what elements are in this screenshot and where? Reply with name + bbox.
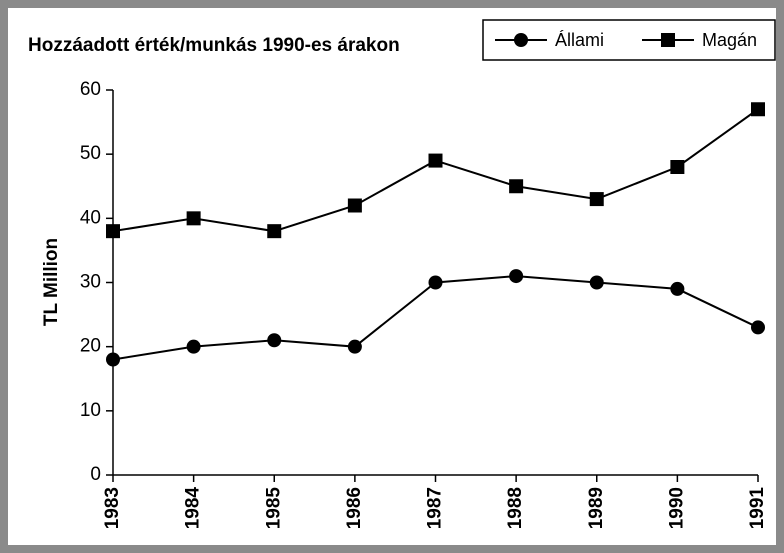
- point: [670, 281, 685, 296]
- point: [509, 269, 524, 284]
- y-tick-label: 30: [80, 272, 101, 293]
- point: [186, 211, 201, 226]
- point: [751, 320, 765, 335]
- y-axis-label: TL Million: [41, 238, 62, 326]
- legend-marker: [514, 33, 528, 47]
- x-tick-label: 1990: [666, 487, 687, 529]
- point: [589, 275, 604, 290]
- y-tick-label: 20: [80, 336, 101, 357]
- point: [347, 198, 362, 213]
- point: [267, 224, 282, 239]
- point: [428, 153, 443, 168]
- x-tick-label: 1988: [505, 487, 526, 529]
- x-tick-label: 1983: [102, 487, 123, 529]
- y-tick-label: 10: [80, 400, 101, 421]
- point: [751, 102, 765, 117]
- point: [347, 339, 362, 354]
- x-tick-label: 1984: [183, 487, 204, 530]
- point: [106, 224, 120, 239]
- x-tick-label: 1987: [425, 487, 446, 529]
- point: [670, 160, 685, 174]
- point: [509, 179, 524, 194]
- x-tick-label: 1986: [344, 487, 365, 529]
- y-tick-label: 40: [80, 207, 101, 228]
- point: [589, 192, 604, 207]
- legend-label: Állami: [555, 30, 604, 50]
- point: [267, 333, 282, 348]
- x-tick-label: 1985: [263, 487, 284, 530]
- x-tick-label: 1989: [586, 487, 607, 529]
- y-tick-label: 0: [90, 464, 101, 485]
- y-tick-label: 60: [80, 79, 101, 100]
- point: [106, 352, 120, 367]
- chart-title: Hozzáadott érték/munkás 1990-es árakon: [28, 35, 400, 56]
- y-tick-label: 50: [80, 143, 101, 164]
- x-tick-label: 1991: [747, 487, 768, 530]
- point: [186, 339, 201, 354]
- legend-marker: [661, 33, 675, 47]
- point: [428, 275, 443, 290]
- legend-label: Magán: [702, 30, 757, 50]
